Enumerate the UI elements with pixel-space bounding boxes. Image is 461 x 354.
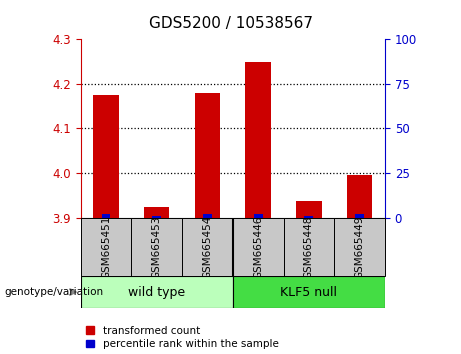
FancyBboxPatch shape <box>81 218 131 276</box>
Bar <box>296 201 322 218</box>
Bar <box>152 216 161 218</box>
Bar <box>93 95 119 218</box>
Bar <box>195 93 220 218</box>
Text: GSM665451: GSM665451 <box>101 215 111 279</box>
Legend: transformed count, percentile rank within the sample: transformed count, percentile rank withi… <box>86 326 278 349</box>
Text: GSM665453: GSM665453 <box>152 215 162 279</box>
Text: KLF5 null: KLF5 null <box>280 286 337 298</box>
FancyBboxPatch shape <box>233 276 385 308</box>
Text: GSM665448: GSM665448 <box>304 215 314 279</box>
Bar <box>347 175 372 218</box>
Bar <box>304 216 313 218</box>
Bar <box>203 214 212 218</box>
Text: wild type: wild type <box>128 286 185 298</box>
Bar <box>144 206 170 218</box>
Bar <box>254 214 263 218</box>
FancyBboxPatch shape <box>233 218 284 276</box>
FancyBboxPatch shape <box>182 218 233 276</box>
FancyBboxPatch shape <box>284 218 334 276</box>
FancyBboxPatch shape <box>81 276 233 308</box>
Bar <box>101 214 111 218</box>
Bar <box>355 214 364 218</box>
Bar <box>245 62 271 218</box>
FancyBboxPatch shape <box>131 218 182 276</box>
Text: genotype/variation: genotype/variation <box>5 287 104 297</box>
Text: GSM665446: GSM665446 <box>253 215 263 279</box>
Text: GDS5200 / 10538567: GDS5200 / 10538567 <box>148 16 313 31</box>
FancyBboxPatch shape <box>334 218 385 276</box>
Text: GSM665449: GSM665449 <box>355 215 365 279</box>
Text: GSM665454: GSM665454 <box>202 215 213 279</box>
